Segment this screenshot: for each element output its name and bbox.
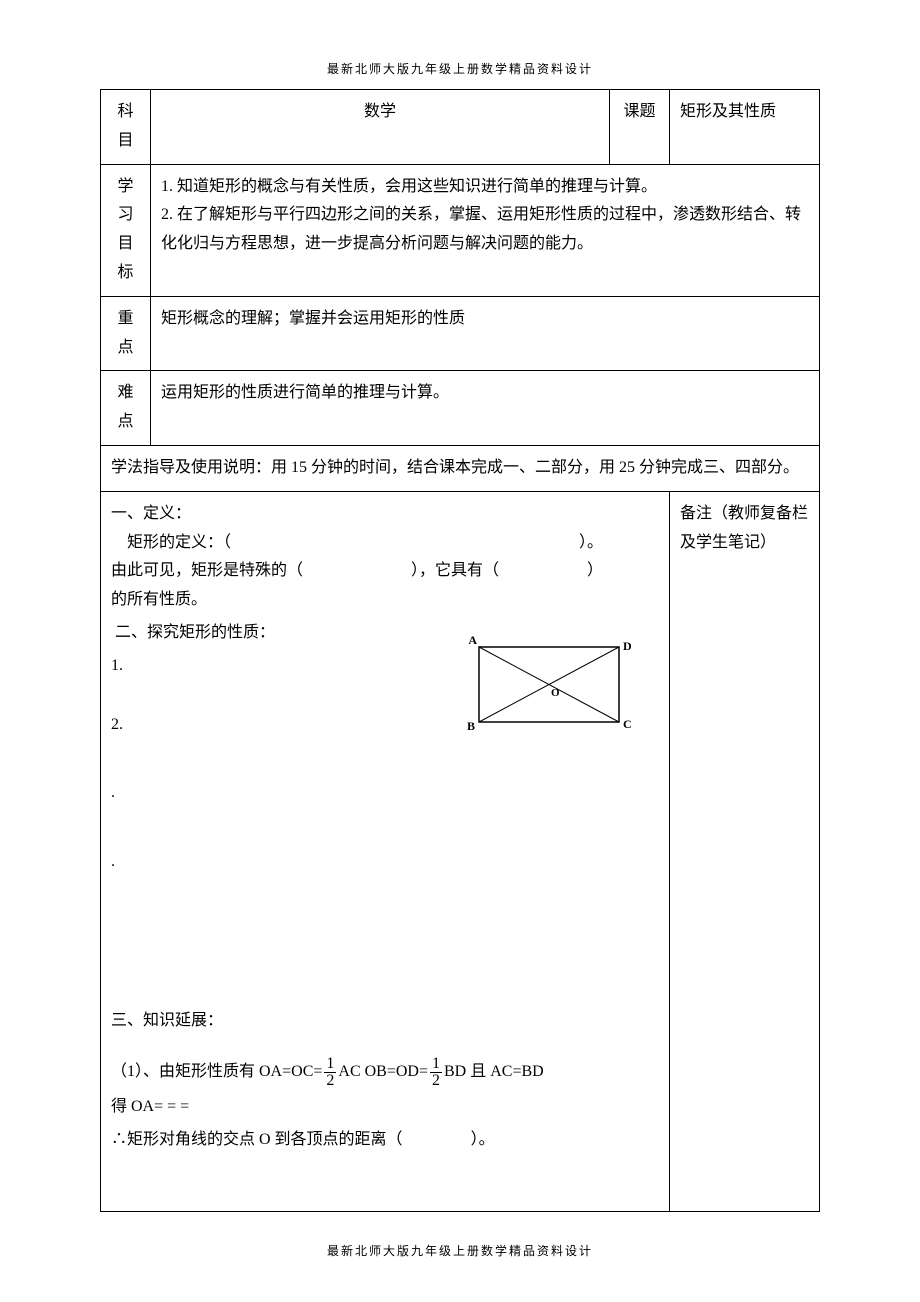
section1-line1b: ）。 — [579, 534, 603, 551]
section2-dot1: . — [111, 779, 659, 808]
table-row-main: 一、定义： 矩形的定义：（ ）。 由此可见，矩形是特殊的（ ），它具有（ ） 的… — [101, 491, 820, 1211]
page-header: 最新北师大版九年级上册数学精品资料设计 — [100, 60, 820, 77]
topic-value: 矩形及其性质 — [670, 90, 820, 165]
section1-line2a: 由此可见，矩形是特殊的（ — [111, 562, 303, 579]
label-a: A — [468, 633, 477, 647]
objective-item-2: 2. 在了解矩形与平行四边形之间的关系，掌握、运用矩形性质的过程中，渗透数形结合… — [161, 201, 809, 259]
label-d: D — [623, 639, 632, 653]
section3-line1a: （1）、由矩形性质有 OA=OC= — [111, 1063, 322, 1080]
fraction-2-den: 2 — [430, 1073, 442, 1089]
section1-line1a: 矩形的定义：（ — [127, 534, 231, 551]
difficulty-content: 运用矩形的性质进行简单的推理与计算。 — [151, 371, 820, 446]
section3-title: 三、知识延展： — [111, 1007, 659, 1036]
table-row-key: 重点 矩形概念的理解；掌握并会运用矩形的性质 — [101, 296, 820, 371]
fraction-1-num: 1 — [324, 1056, 336, 1073]
section1-line3: 的所有性质。 — [111, 586, 659, 615]
main-content: 一、定义： 矩形的定义：（ ）。 由此可见，矩形是特殊的（ ），它具有（ ） 的… — [101, 491, 670, 1211]
key-label: 重点 — [101, 296, 151, 371]
fraction-1: 12 — [324, 1056, 336, 1089]
section3-line3: ∴矩形对角线的交点 O 到各顶点的距离（ ）。 — [111, 1126, 659, 1155]
table-row-guidance: 学法指导及使用说明：用 15 分钟的时间，结合课本完成一、二部分，用 25 分钟… — [101, 445, 820, 491]
section2-title-text: 二、探究矩形的性质： — [115, 624, 275, 641]
difficulty-label: 难点 — [101, 371, 151, 446]
fraction-2: 12 — [430, 1056, 442, 1089]
guidance-content: 学法指导及使用说明：用 15 分钟的时间，结合课本完成一、二部分，用 25 分钟… — [101, 445, 820, 491]
objective-item-1: 1. 知道矩形的概念与有关性质，会用这些知识进行简单的推理与计算。 — [161, 173, 809, 202]
fraction-2-num: 1 — [430, 1056, 442, 1073]
label-b: B — [467, 719, 475, 733]
objectives-content: 1. 知道矩形的概念与有关性质，会用这些知识进行简单的推理与计算。 2. 在了解… — [151, 164, 820, 296]
label-o: O — [551, 687, 560, 699]
section3-line3b: ）。 — [471, 1131, 495, 1148]
notes-column: 备注（教师复备栏及学生笔记） — [670, 491, 820, 1211]
section3-line1b: AC OB=OD= — [338, 1063, 428, 1080]
section3-line3a: ∴矩形对角线的交点 O 到各顶点的距离（ — [111, 1131, 403, 1148]
table-row-difficulty: 难点 运用矩形的性质进行简单的推理与计算。 — [101, 371, 820, 446]
label-c: C — [623, 717, 632, 731]
rectangle-svg: A D B C O — [459, 632, 639, 742]
page-footer: 最新北师大版九年级上册数学精品资料设计 — [100, 1242, 820, 1259]
table-row-objectives: 学习目标 1. 知道矩形的概念与有关性质，会用这些知识进行简单的推理与计算。 2… — [101, 164, 820, 296]
section2-dot2: . — [111, 848, 659, 877]
rectangle-diagram: A D B C O — [459, 632, 639, 753]
section1-title: 一、定义： — [111, 500, 659, 529]
subject-label: 科目 — [101, 90, 151, 165]
footer-text: 最新北师大版九年级上册数学精品资料设计 — [327, 1244, 593, 1258]
key-content: 矩形概念的理解；掌握并会运用矩形的性质 — [151, 296, 820, 371]
fraction-1-den: 2 — [324, 1073, 336, 1089]
topic-label: 课题 — [610, 90, 670, 165]
section1-line2: 由此可见，矩形是特殊的（ ），它具有（ ） — [111, 557, 659, 586]
section1-line1: 矩形的定义：（ ）。 — [111, 529, 659, 558]
section1-line2c: ） — [587, 562, 603, 579]
objectives-label: 学习目标 — [101, 164, 151, 296]
section3-line2: 得 OA= = = — [111, 1093, 659, 1122]
section1-line2b: ），它具有（ — [411, 562, 499, 579]
lesson-plan-table: 科目 数学 课题 矩形及其性质 学习目标 1. 知道矩形的概念与有关性质，会用这… — [100, 89, 820, 1212]
subject-value: 数学 — [151, 90, 610, 165]
section3-line1c: BD 且 AC=BD — [444, 1063, 544, 1080]
table-row-subject: 科目 数学 课题 矩形及其性质 — [101, 90, 820, 165]
section3-line1: （1）、由矩形性质有 OA=OC=12AC OB=OD=12BD 且 AC=BD — [111, 1056, 659, 1089]
